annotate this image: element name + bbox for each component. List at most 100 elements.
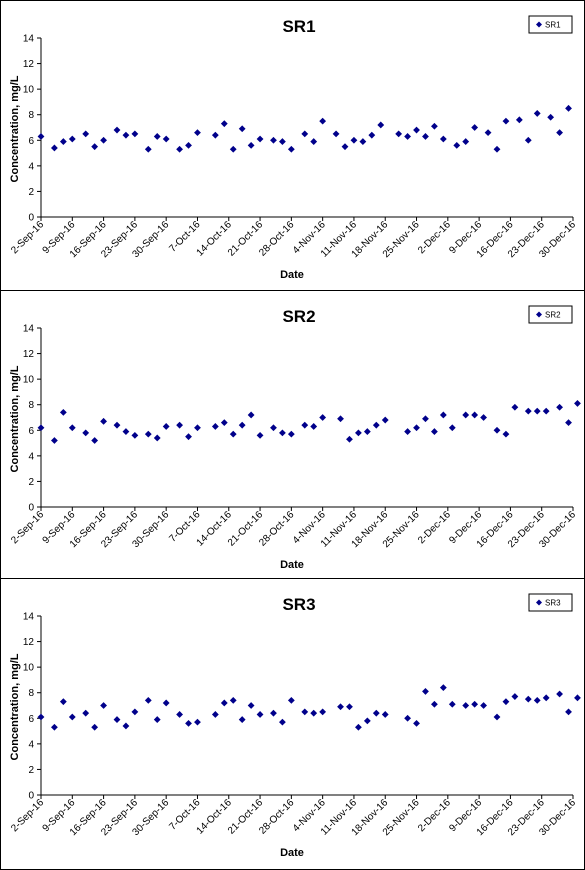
- chart-panel-sr2: SR2 0 2 4 6 8 10 12 14 2-Sep-16 9-Sep-16 16-Sep-16 2…: [0, 290, 585, 582]
- data-point: [185, 720, 192, 727]
- x-axis-title: Date: [280, 847, 304, 859]
- y-tick-label: 12: [23, 59, 35, 70]
- legend-label: SR3: [545, 599, 561, 608]
- data-point: [51, 437, 58, 444]
- data-point: [91, 437, 99, 444]
- data-point: [431, 122, 438, 130]
- data-point: [229, 145, 237, 153]
- data-point: [301, 130, 309, 138]
- legend-marker: [536, 21, 542, 28]
- data-point: [37, 133, 45, 140]
- data-point: [448, 424, 456, 432]
- data-point: [122, 428, 130, 435]
- data-point: [131, 432, 139, 439]
- data-point: [82, 130, 90, 138]
- data-point: [480, 702, 487, 709]
- data-point: [162, 423, 170, 430]
- data-point: [480, 414, 487, 421]
- x-tick-label: 28-Oct-16: [257, 509, 297, 549]
- data-point: [337, 415, 344, 423]
- y-tick-label: 14: [23, 34, 35, 45]
- x-tick-label: 2-Sep-16: [9, 797, 46, 834]
- data-point: [68, 713, 76, 721]
- data-point: [113, 716, 121, 723]
- data-point: [493, 713, 501, 721]
- data-point: [337, 703, 344, 711]
- legend: SR2: [528, 305, 573, 324]
- data-point: [51, 723, 58, 731]
- data-point: [574, 694, 581, 702]
- data-point: [37, 713, 45, 721]
- data-point: [493, 426, 501, 434]
- data-point: [341, 143, 349, 151]
- chart-title: SR3: [282, 595, 315, 614]
- data-point: [162, 699, 170, 707]
- data-point: [462, 138, 470, 145]
- data-point: [533, 407, 541, 415]
- data-point: [515, 116, 523, 124]
- data-point: [37, 424, 45, 432]
- x-tick-label: 28-Oct-16: [257, 797, 297, 837]
- legend-marker: [536, 311, 542, 318]
- data-point: [431, 428, 438, 435]
- data-point: [270, 136, 277, 144]
- x-tick-label: 2-Dec-16: [416, 219, 453, 256]
- data-point: [462, 411, 470, 419]
- y-tick-label: 10: [23, 85, 35, 96]
- data-point: [194, 424, 201, 432]
- data-point: [363, 428, 371, 435]
- data-point: [247, 411, 255, 419]
- y-tick-label: 8: [28, 688, 34, 699]
- data-point: [448, 700, 456, 708]
- x-tick-label: 2-Dec-16: [416, 509, 453, 546]
- data-point: [346, 435, 353, 443]
- chart-svg-sr3: SR3024681012142-Sep-169-Sep-1616-Sep-162…: [9, 593, 581, 859]
- data-point: [51, 144, 58, 152]
- data-point: [211, 711, 219, 718]
- data-point: [153, 434, 161, 442]
- legend-box: [528, 593, 573, 612]
- data-point: [439, 135, 447, 143]
- legend-box: [528, 305, 573, 324]
- data-point: [91, 723, 99, 731]
- data-point: [363, 717, 371, 725]
- data-point: [229, 430, 237, 438]
- data-point: [355, 723, 362, 731]
- data-point: [176, 711, 183, 718]
- data-point: [113, 126, 121, 134]
- data-point: [279, 429, 286, 437]
- data-point: [574, 400, 581, 407]
- x-axis-title: Date: [280, 269, 304, 281]
- data-point: [247, 142, 255, 149]
- data-point: [113, 421, 121, 429]
- y-axis-title: Concentration, mg/L: [9, 75, 21, 182]
- data-point: [68, 424, 76, 432]
- data-point: [404, 428, 411, 435]
- y-tick-label: 10: [23, 663, 35, 674]
- x-tick-label: 2-Dec-16: [416, 797, 453, 834]
- data-point: [100, 417, 107, 425]
- data-point: [395, 130, 403, 138]
- y-tick-label: 14: [23, 612, 35, 623]
- data-point: [439, 684, 447, 691]
- data-point: [431, 700, 438, 708]
- data-point: [310, 709, 318, 717]
- data-point: [59, 138, 67, 145]
- y-tick-label: 2: [28, 765, 34, 776]
- data-point: [131, 708, 139, 716]
- y-tick-label: 6: [28, 714, 34, 725]
- data-point: [524, 695, 532, 703]
- data-point: [100, 702, 107, 709]
- data-point: [471, 411, 479, 419]
- data-point: [162, 135, 170, 143]
- legend: SR1: [528, 15, 573, 34]
- y-tick-label: 2: [28, 477, 34, 488]
- data-point: [238, 125, 246, 133]
- data-point: [238, 421, 246, 429]
- y-tick-label: 0: [28, 503, 34, 514]
- data-point: [310, 423, 318, 430]
- data-point: [176, 145, 183, 153]
- data-point: [220, 419, 228, 427]
- x-tick-label: 2-Sep-16: [9, 219, 46, 256]
- data-point: [144, 696, 152, 704]
